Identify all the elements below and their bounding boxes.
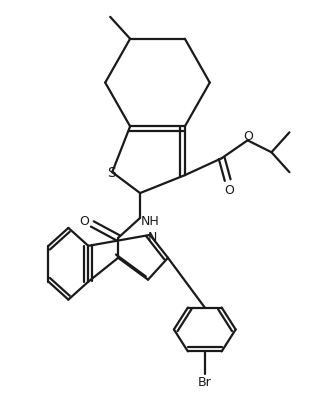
- Text: N: N: [147, 232, 157, 245]
- Text: S: S: [107, 166, 115, 180]
- Text: O: O: [225, 184, 235, 196]
- Text: O: O: [79, 215, 89, 229]
- Text: O: O: [244, 130, 254, 143]
- Text: Br: Br: [198, 376, 212, 389]
- Text: NH: NH: [141, 215, 159, 229]
